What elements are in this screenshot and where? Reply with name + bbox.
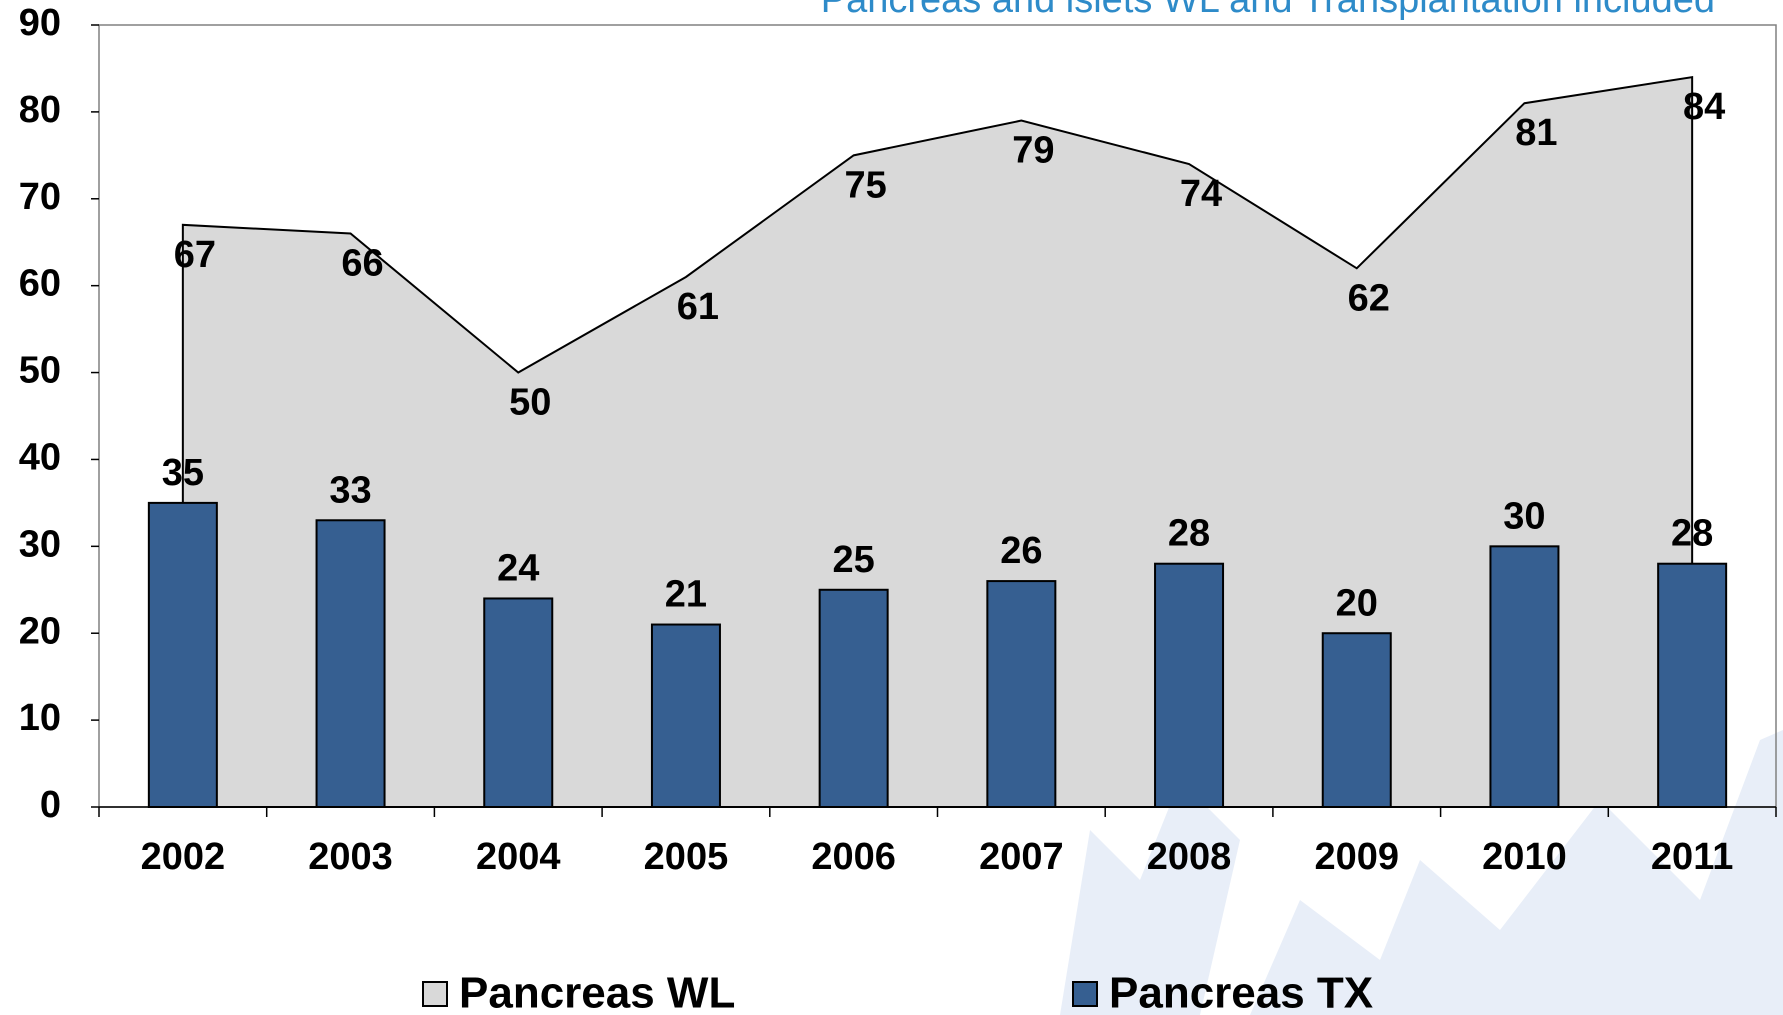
legend-label: Pancreas WL [459,969,735,1015]
data-label: 62 [1348,277,1390,319]
x-tick-label: 2008 [1147,836,1232,878]
bar [1489,545,1560,808]
legend-swatch [1072,981,1098,1007]
data-label: 50 [509,382,551,424]
y-tick-label: 30 [19,523,61,565]
data-label: 26 [1000,530,1042,572]
data-label: 21 [665,574,707,616]
data-label: 20 [1336,582,1378,624]
bar [650,623,721,808]
y-tick-label: 90 [19,2,61,44]
data-label: 79 [1012,130,1054,172]
data-label: 61 [677,286,719,328]
bar [315,519,386,808]
data-label: 84 [1683,86,1725,128]
y-tick-label: 40 [19,436,61,478]
y-tick-label: 80 [19,89,61,131]
bar [986,580,1057,808]
x-tick-label: 2006 [811,836,896,878]
y-tick-label: 0 [40,784,61,826]
x-tick-label: 2003 [308,836,393,878]
bar [1154,562,1225,809]
watermark [1060,780,1240,1015]
y-tick-label: 60 [19,263,61,305]
y-tick-label: 50 [19,350,61,392]
bar [147,501,218,808]
y-tick-label: 20 [19,610,61,652]
y-tick-label: 10 [19,697,61,739]
bar [1657,562,1728,809]
x-tick-label: 2010 [1482,836,1567,878]
legend-swatch [422,981,448,1007]
data-label: 28 [1168,513,1210,555]
x-tick-label: 2002 [141,836,226,878]
data-label: 81 [1515,112,1557,154]
legend-label: Pancreas TX [1109,969,1373,1015]
x-tick-label: 2007 [979,836,1064,878]
x-tick-label: 2005 [644,836,729,878]
x-tick-label: 2009 [1314,836,1399,878]
data-label: 30 [1503,495,1545,537]
x-tick-label: 2011 [1651,836,1733,878]
chart-title: Pancreas and islets WL and Transplantati… [821,0,1715,21]
data-label: 74 [1180,173,1222,215]
area [181,75,1694,808]
x-tick-label: 2004 [476,836,561,878]
data-label: 75 [845,164,887,206]
bar [483,597,554,809]
data-label: 25 [833,539,875,581]
watermark [1250,730,1783,1015]
data-label: 66 [341,243,383,285]
y-tick-label: 70 [19,176,61,218]
data-label: 33 [329,469,371,511]
data-label: 28 [1671,513,1713,555]
data-label: 35 [162,452,204,494]
bar [818,588,889,808]
data-label: 24 [497,547,539,589]
bar [1321,632,1392,808]
data-label: 67 [174,234,216,276]
